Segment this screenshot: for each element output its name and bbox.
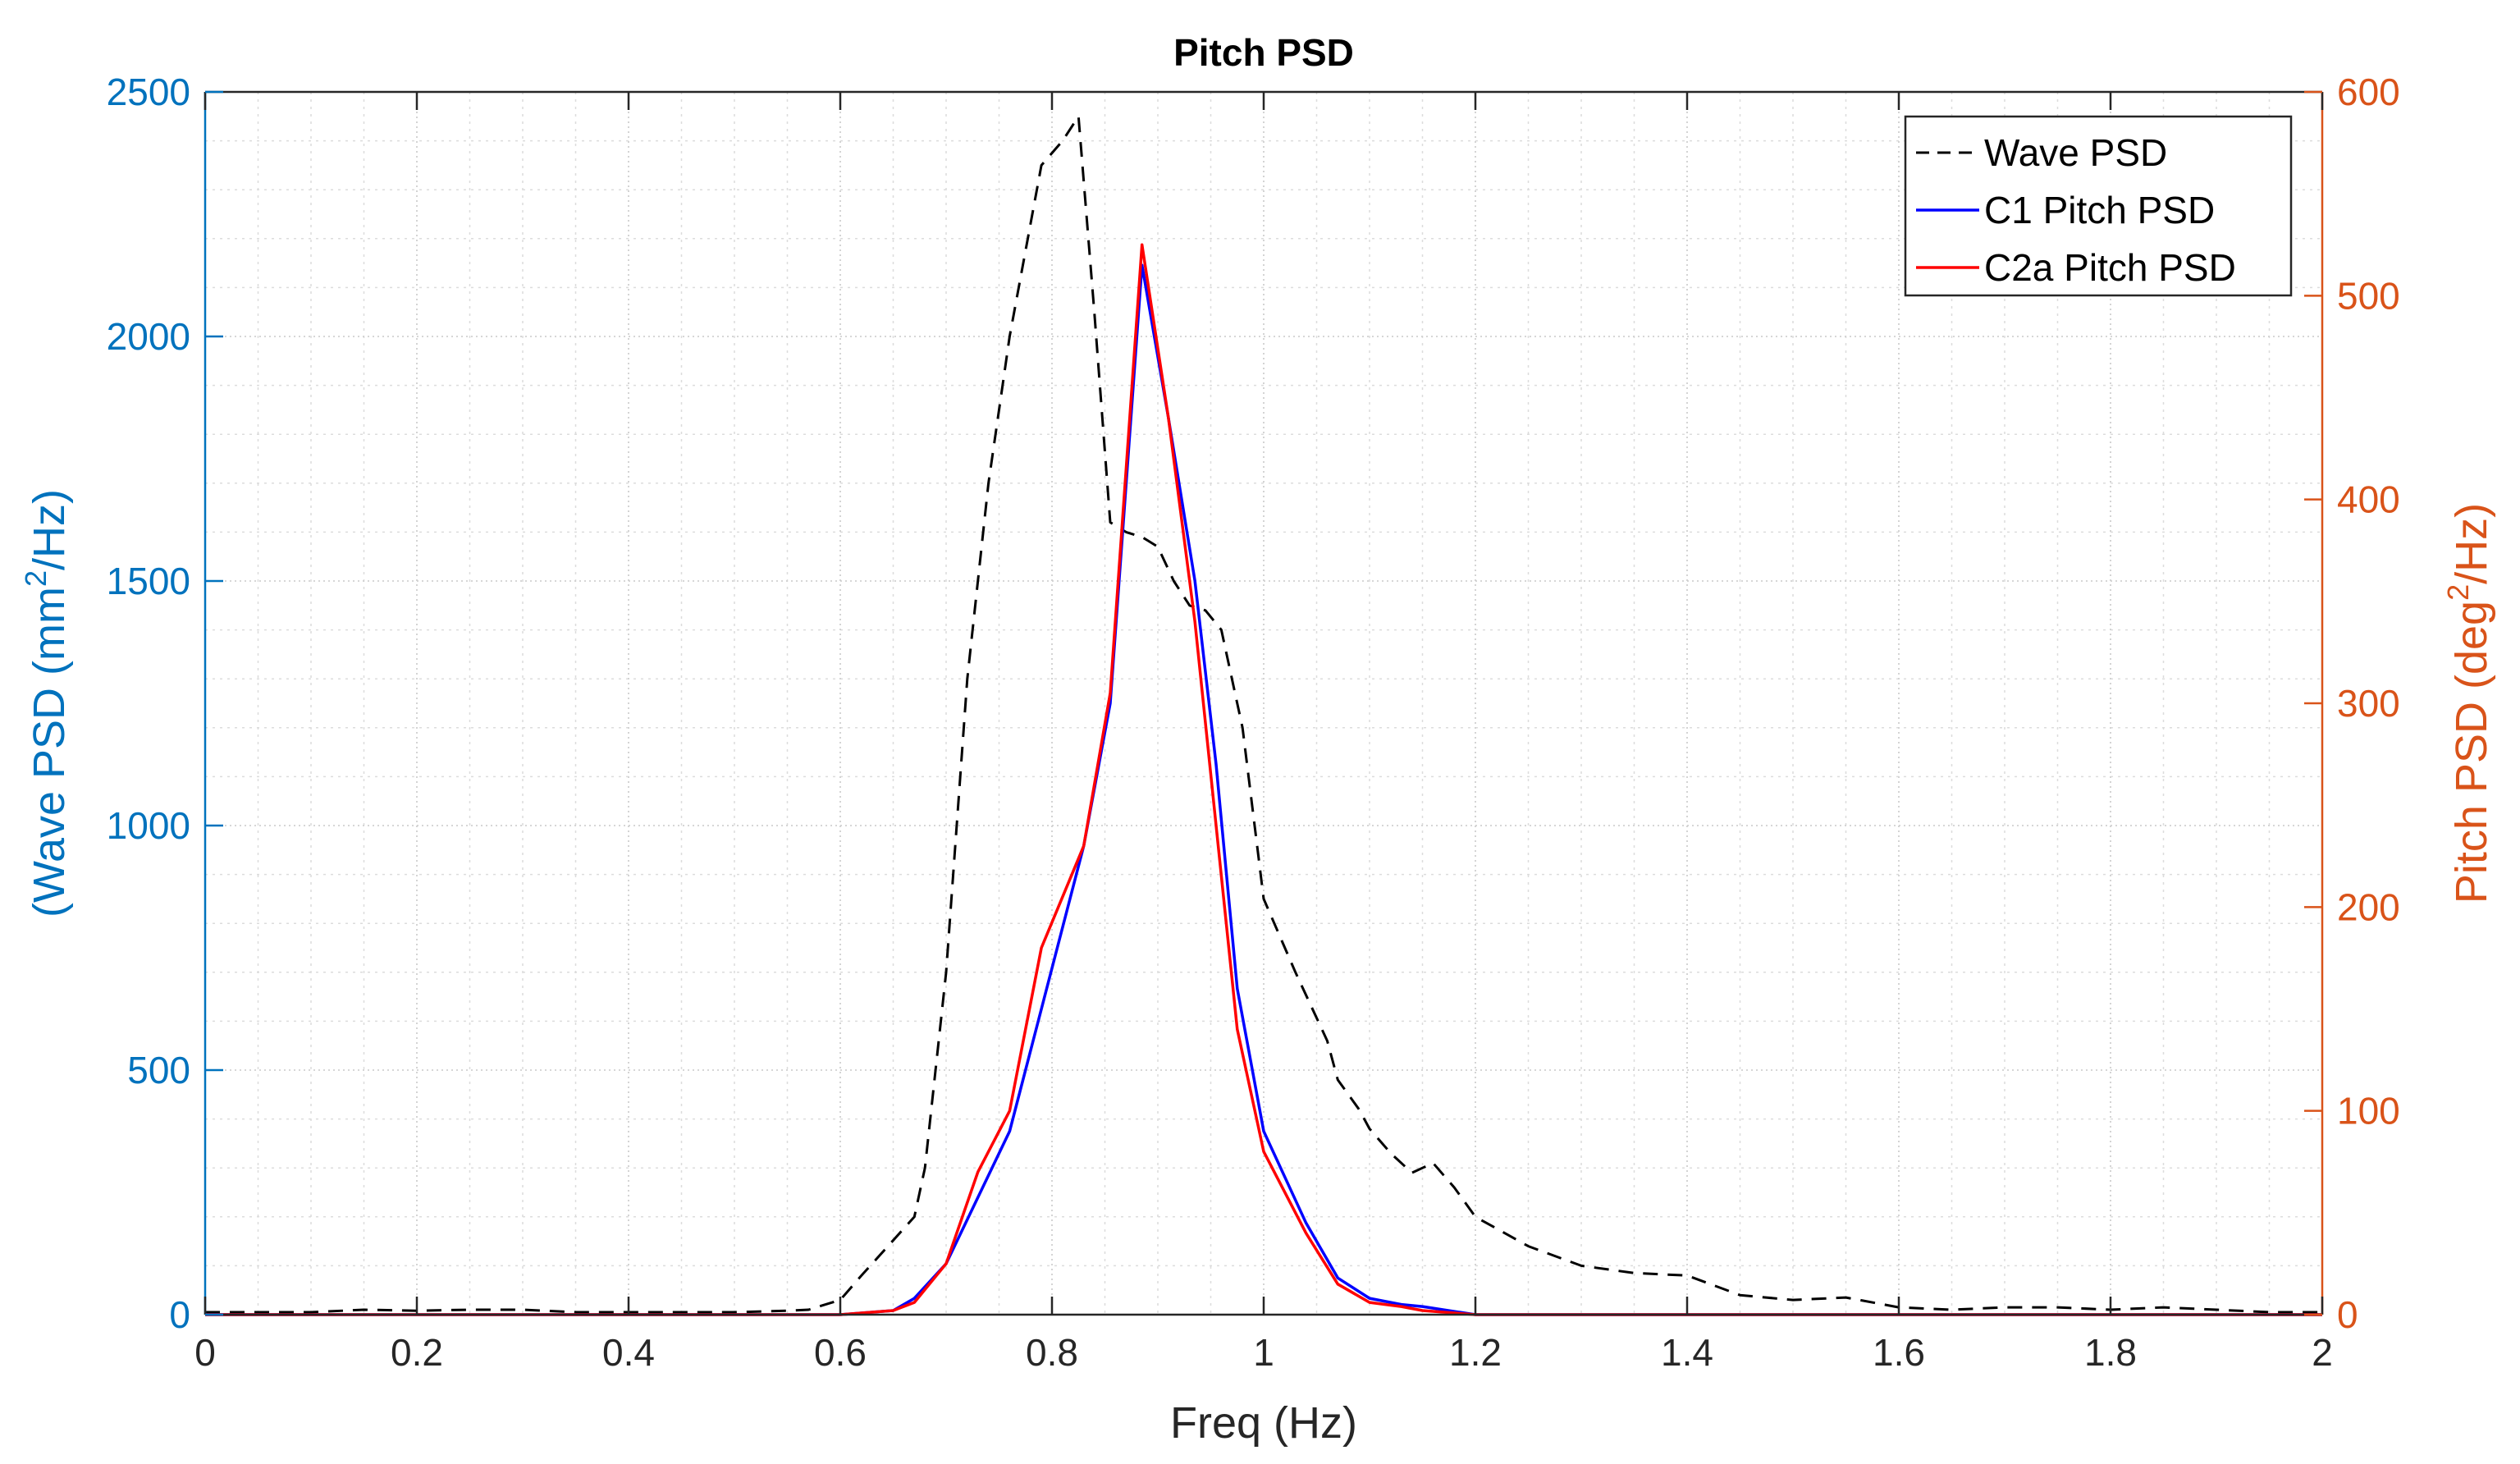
left-y-axis-label-superscript: 2	[19, 570, 53, 587]
chart-title: Pitch PSD	[1173, 31, 1354, 74]
legend-box	[1904, 115, 2293, 297]
x-ticks: 0 0.2 0.4 0.6 0.8 1 1.2 1.4 1.6 1.8 2	[194, 92, 2333, 1374]
left-y-tick-label: 2000	[107, 315, 190, 358]
right-y-tick-label: 200	[2337, 885, 2400, 928]
legend-label-c1: C1 Pitch PSD	[1984, 189, 2215, 231]
y-left-ticks: 0 500 1000 1500 2000 2500	[107, 71, 223, 1336]
legend-label-c2a: C2a Pitch PSD	[1984, 246, 2236, 289]
left-y-axis-label: (Wave PSD (mm2/Hz)	[19, 489, 74, 917]
x-tick-label: 1.8	[2084, 1331, 2137, 1374]
series-layer	[205, 115, 2322, 1316]
left-y-tick-label: 1500	[107, 560, 190, 602]
right-y-axis-label-units: /Hz)	[2447, 503, 2496, 584]
x-tick-label: 1	[1253, 1331, 1274, 1374]
left-y-axis-label-units: /Hz)	[25, 489, 74, 570]
x-tick-label: 0.8	[1026, 1331, 1078, 1374]
x-tick-label: 2	[2312, 1331, 2333, 1374]
left-y-axis-label-text: (Wave PSD (mm	[25, 587, 74, 917]
right-y-tick-label: 0	[2337, 1293, 2358, 1336]
right-y-tick-label: 400	[2337, 478, 2400, 521]
x-tick-label: 0.4	[602, 1331, 655, 1374]
right-y-axis-label-text: Pitch PSD (deg	[2447, 601, 2496, 904]
y-right-ticks: 0 100 200 300 400 500 600	[2304, 71, 2400, 1336]
left-y-tick-label: 0	[169, 1293, 190, 1336]
right-y-tick-label: 500	[2337, 274, 2400, 317]
left-y-tick-label: 500	[127, 1049, 190, 1091]
legend: Wave PSD C1 Pitch PSD C2a Pitch PSD	[1904, 115, 2293, 297]
legend-label-wave: Wave PSD	[1984, 131, 2167, 174]
right-y-axis-label: Pitch PSD (deg2/Hz)	[2441, 503, 2496, 904]
right-y-tick-label: 600	[2337, 71, 2400, 113]
x-tick-label: 1.2	[1449, 1331, 1502, 1374]
x-tick-label: 0	[194, 1331, 216, 1374]
right-y-axis-label-superscript: 2	[2441, 584, 2475, 601]
left-y-tick-label: 1000	[107, 804, 190, 847]
x-tick-label: 0.6	[814, 1331, 867, 1374]
c2a-pitch-psd-line	[205, 243, 2322, 1316]
right-y-tick-label: 100	[2337, 1090, 2400, 1132]
right-y-tick-label: 300	[2337, 682, 2400, 725]
x-axis-label: Freq (Hz)	[1170, 1398, 1357, 1448]
x-tick-label: 1.6	[1873, 1331, 1925, 1374]
left-y-tick-label: 2500	[107, 71, 190, 113]
x-tick-label: 0.2	[391, 1331, 443, 1374]
x-tick-label: 1.4	[1661, 1331, 1713, 1374]
